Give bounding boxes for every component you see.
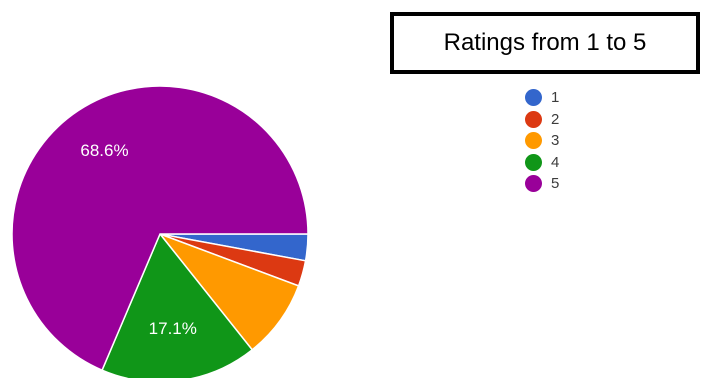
legend-swatch-1	[525, 89, 542, 107]
legend-item-4: 4	[525, 152, 559, 174]
legend-item-5: 5	[525, 173, 559, 195]
legend: 1 2 3 4 5	[525, 87, 559, 195]
pie-slice-4	[101, 232, 254, 378]
chart-title-box: Ratings from 1 to 5	[390, 12, 700, 74]
legend-item-1: 1	[525, 87, 559, 109]
legend-swatch-3	[525, 132, 542, 150]
slice-label-5: 68.6%	[80, 141, 128, 160]
pie-slices	[11, 85, 309, 378]
legend-item-3: 3	[525, 130, 559, 152]
chart-title: Ratings from 1 to 5	[443, 29, 647, 56]
legend-swatch-4	[525, 153, 542, 171]
legend-label-5: 5	[551, 175, 560, 193]
legend-label-2: 2	[551, 110, 560, 128]
legend-swatch-2	[525, 110, 542, 128]
pie-labels: 17.1% 68.6%	[80, 141, 196, 338]
legend-label-3: 3	[551, 132, 560, 150]
slice-label-4: 17.1%	[149, 319, 197, 338]
pie-slice-5	[11, 85, 309, 372]
legend-label-4: 4	[551, 153, 560, 171]
legend-swatch-5	[525, 175, 542, 193]
legend-item-2: 2	[525, 109, 559, 131]
legend-label-1: 1	[551, 89, 560, 107]
